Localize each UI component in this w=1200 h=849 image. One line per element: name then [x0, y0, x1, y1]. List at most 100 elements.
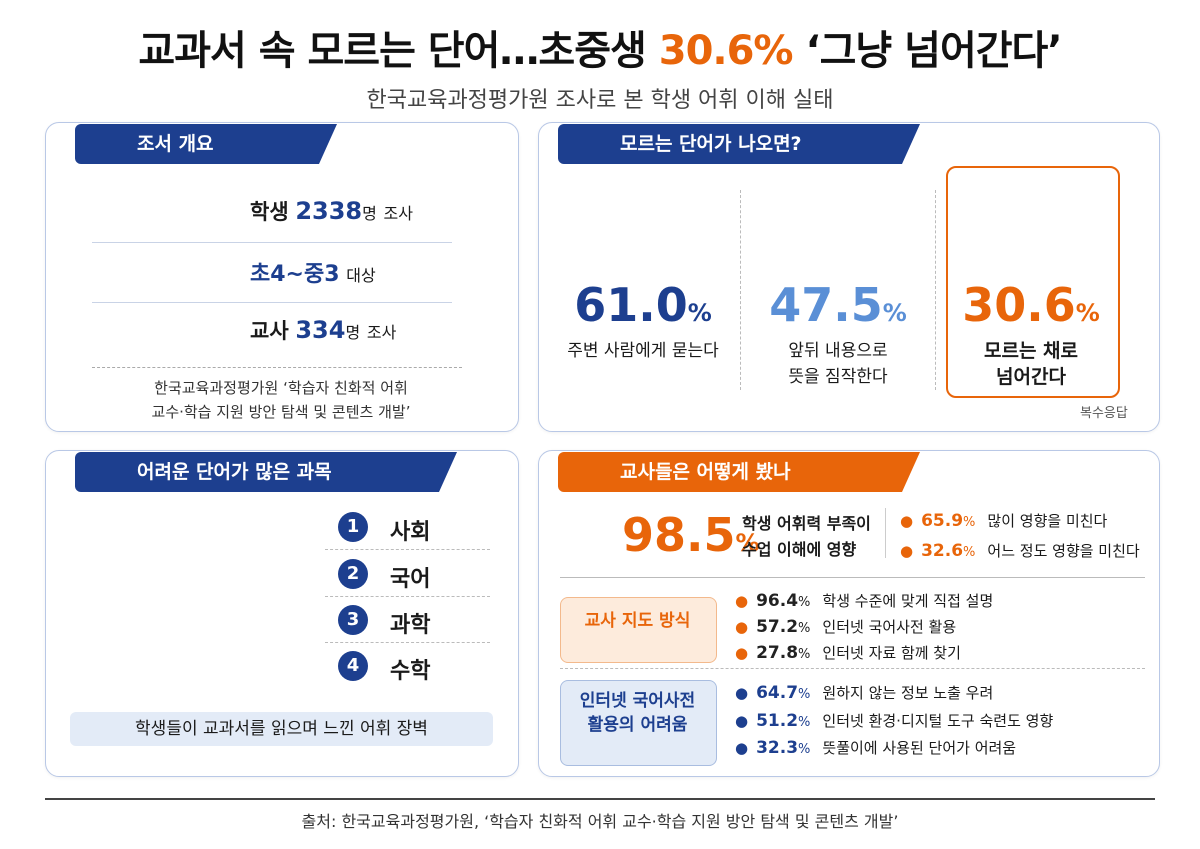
overview-row: 학생 2338명 조사 [250, 196, 413, 226]
bullet-text: 학생 수준에 맞게 직접 설명 [822, 592, 994, 610]
main-text: 수업 이해에 영향 [742, 540, 857, 559]
bullet-text: 인터넷 환경·디지털 도구 숙련도 영향 [822, 712, 1054, 730]
row-label: 학생 [250, 200, 289, 224]
bullet-unit: % [963, 545, 976, 560]
bullet-dot: ● [900, 542, 914, 560]
bullet-item: ● 65.9% 많이 영향을 미친다 [900, 510, 1107, 531]
rank-badge: 2 [338, 559, 368, 589]
bullet-dot: ● [735, 618, 749, 636]
bullet-value: 32.3 [756, 738, 799, 758]
bullet-dot: ● [735, 592, 749, 610]
source: 출처: 한국교육과정평가원, ‘학습자 친화적 어휘 교수·학습 지원 방안 탐… [301, 812, 899, 831]
title-text: 교과서 속 모르는 단어…초중생 [138, 28, 659, 74]
bullet-value: 51.2 [756, 711, 799, 731]
subject-name: 수학 [390, 659, 431, 684]
subject-caption: 학생들이 교과서를 읽으며 느낀 어휘 장벽 [70, 712, 493, 746]
bullet-dot: ● [735, 712, 749, 730]
source-divider [45, 798, 1155, 800]
bullet-text: 많이 영향을 미친다 [987, 512, 1108, 530]
row-unit: 명 [345, 323, 361, 342]
percent-unit: % [882, 299, 907, 327]
rank-badge: 1 [338, 512, 368, 542]
section-heading: 어려운 단어가 많은 과목 [75, 452, 457, 492]
percent: 30.6% [936, 278, 1126, 332]
note: 복수응답 [1080, 406, 1128, 421]
row-divider [92, 302, 452, 303]
rank-badge: 4 [338, 651, 368, 681]
subject-divider [325, 549, 490, 550]
bullet-text: 뜻풀이에 사용된 단어가 어려움 [822, 739, 1017, 757]
subject-name: 사회 [390, 520, 431, 545]
bullet-unit: % [963, 515, 976, 530]
section-heading: 조서 개요 [75, 124, 337, 164]
overview-row: 초4~중3 대상 [250, 256, 376, 288]
bullet-text: 인터넷 자료 함께 찾기 [822, 644, 961, 662]
bullet-value: 96.4 [756, 591, 799, 611]
row-number: 334 [295, 316, 346, 344]
title: 교과서 속 모르는 단어…초중생 30.6% ‘그냥 넘어간다’ [0, 18, 1200, 76]
bullet-item: ● 32.3% 뜻풀이에 사용된 단어가 어려움 [735, 737, 1016, 758]
bullet-dot: ● [735, 739, 749, 757]
row-suffix: 대상 [346, 266, 376, 285]
percent-value: 47.5 [769, 278, 883, 332]
row-suffix: 조사 [366, 323, 397, 342]
title-highlight: 30.6% [658, 28, 794, 74]
panel [538, 122, 1160, 432]
bullet-value: 32.6 [921, 541, 964, 561]
main-unit: % [735, 529, 760, 557]
group-title: 교사 지도 방식 [584, 611, 691, 631]
bullet-unit: % [798, 742, 811, 757]
bullet-item: ● 57.2% 인터넷 국어사전 활용 [735, 616, 956, 637]
subject-name: 국어 [390, 567, 431, 592]
group-title: 활용의 어려움 [587, 715, 688, 735]
group-title: 인터넷 국어사전 [579, 691, 696, 711]
row-unit: 명 [362, 204, 377, 223]
bullet-dot: ● [735, 684, 749, 702]
bullet-text: 원하지 않는 정보 노출 우려 [822, 684, 994, 702]
row-divider [92, 242, 452, 243]
answer-text: 뜻을 짐작한다 [788, 367, 888, 387]
group-box [560, 597, 717, 663]
percent-value: 30.6 [962, 278, 1076, 332]
main-percent: 98.5% [622, 508, 760, 562]
percent-value: 61.0 [574, 278, 688, 332]
bullet-unit: % [798, 715, 811, 730]
bullet-item: ● 27.8% 인터넷 자료 함께 찾기 [735, 642, 961, 663]
bullet-item: ● 96.4% 학생 수준에 맞게 직접 설명 [735, 590, 993, 611]
divider [885, 508, 886, 558]
bullet-value: 64.7 [756, 683, 799, 703]
answer-text: 주변 사람에게 묻는다 [567, 341, 719, 361]
title-text: ‘그냥 넘어간다’ [792, 28, 1062, 74]
panel [45, 122, 519, 432]
percent: 61.0% [548, 278, 738, 332]
bullet-dot: ● [735, 644, 749, 662]
bullet-unit: % [798, 647, 811, 662]
column-divider [740, 190, 741, 390]
percent: 47.5% [743, 278, 933, 332]
row-number: 2338 [295, 197, 363, 225]
main-text: 학생 어휘력 부족이 [742, 514, 871, 533]
bullet-value: 65.9 [921, 511, 964, 531]
percent-unit: % [1075, 299, 1100, 327]
subject-divider [325, 642, 490, 643]
bullet-unit: % [798, 621, 811, 636]
bullet-text: 어느 정도 영향을 미친다 [987, 542, 1140, 560]
bullet-item: ● 51.2% 인터넷 환경·디지털 도구 숙련도 영향 [735, 710, 1053, 731]
bullet-value: 57.2 [756, 617, 799, 637]
bullet-item: ● 32.6% 어느 정도 영향을 미친다 [900, 540, 1140, 561]
subject-name: 과학 [390, 613, 431, 638]
percent-unit: % [687, 299, 712, 327]
row-gap [360, 319, 367, 343]
section-heading: 모르는 단어가 나오면? [558, 124, 920, 164]
bullet-item: ● 64.7% 원하지 않는 정보 노출 우려 [735, 682, 993, 703]
column-divider [935, 190, 936, 390]
bullet-unit: % [798, 687, 811, 702]
group-box [560, 680, 717, 766]
row-suffix: 조사 [383, 204, 413, 223]
answer-text: 앞뒤 내용으로 [788, 341, 888, 361]
divider [560, 577, 1145, 578]
row-label: 초4~중3 [250, 262, 340, 287]
highlight-box [946, 166, 1120, 398]
subtitle: 한국교육과정평가원 조사로 본 학생 어휘 이해 실태 [366, 88, 834, 113]
